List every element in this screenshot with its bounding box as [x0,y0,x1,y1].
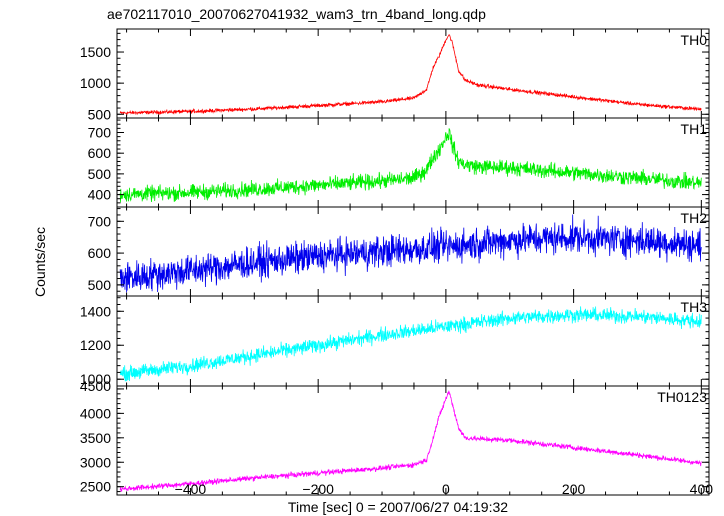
y-tick-label-top: 4500 [80,378,111,394]
y-tick-label: 500 [88,166,112,182]
y-tick-label: 1400 [80,303,111,319]
panel-label: TH2 [681,210,708,226]
x-axis-label: Time [sec] 0 = 2007/06/27 04:19:32 [288,499,508,515]
y-tick-label: 4000 [80,405,111,421]
y-tick-label: 500 [88,106,112,122]
panel-label: TH3 [681,299,708,315]
panel-th3: 1000 1200 1400 TH3 [80,295,710,387]
x-tick-label: −200 [302,481,334,497]
x-tick-label: 400 [690,481,714,497]
y-axis-label: Counts/sec [32,227,48,297]
y-tick-label: 500 [88,277,112,293]
y-tick-label: 3000 [80,454,111,470]
y-tick-label: 600 [88,145,112,161]
series-line-th3 [119,306,702,382]
y-tick-label: 700 [88,124,112,140]
x-tick-label: −400 [175,481,207,497]
panel-frame [116,295,710,387]
series-line-th0 [119,34,702,116]
panels: 500 1000 1500 TH0 400 500 600 700 TH1 500 600 700 TH… [80,28,714,497]
y-tick-label: 700 [88,213,112,229]
panel-label: TH1 [681,121,708,137]
panel-th1: 400 500 600 700 TH1 [88,117,710,208]
series-line-th2 [119,214,702,293]
series-line-th0123 [119,390,702,492]
panel-frame [116,28,710,119]
panel-label: TH0123 [657,389,707,405]
y-tick-label: 400 [88,187,112,203]
y-tick-label: 600 [88,245,112,261]
panel-th0123: 2500 3000 3500 4000 TH0123 [80,385,710,496]
y-tick-label: 1000 [80,371,111,387]
y-tick-label: 2500 [80,479,111,495]
panel-th0: 500 1000 1500 TH0 [80,28,710,122]
panel-frame [116,385,710,496]
y-tick-label: 1000 [80,75,111,91]
series-line-th1 [119,128,702,203]
chart-title: ae702117010_20070627041932_wam3_trn_4ban… [107,6,486,22]
y-tick-label: 1500 [80,44,111,60]
panel-label: TH0 [681,32,708,48]
panel-frame [116,117,710,208]
x-tick-label: 200 [562,481,586,497]
y-tick-label: 1200 [80,337,111,353]
panel-th2: 500 600 700 TH2 [88,206,710,297]
x-tick-label: 0 [442,481,450,497]
y-tick-label: 3500 [80,430,111,446]
